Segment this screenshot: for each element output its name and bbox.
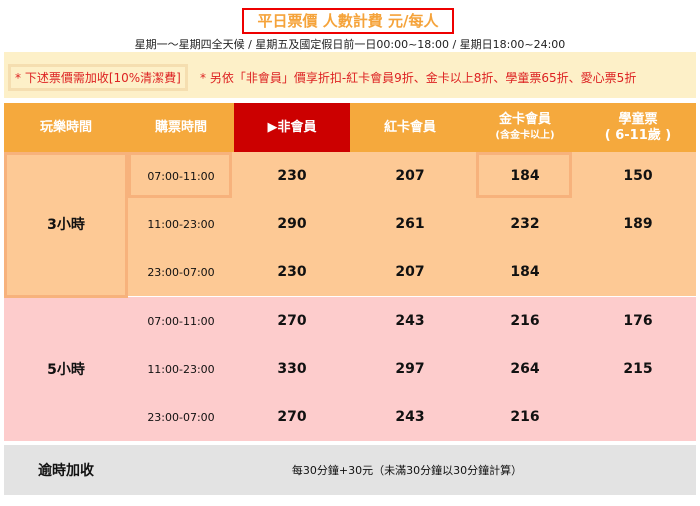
gold-card-label: 金卡會員 [498,111,551,127]
table-row: 11:00-23:00 290 261 232 189 [4,200,696,248]
header-play-time: 玩樂時間 [39,119,92,135]
purchase-time: 11:00-23:00 [147,217,215,231]
student-label: 學童票 [618,111,658,127]
red-card-price: 207 [395,168,425,184]
purchase-time: 11:00-23:00 [147,362,215,376]
non-member-price: 230 [277,168,307,184]
table-row: 07:00-11:00 270 243 216 176 [4,297,696,345]
red-card-price: 243 [395,313,425,329]
red-card-price: 243 [395,409,425,425]
red-card-price: 297 [395,361,425,377]
table-row: 07:00-11:00 230 207 184 150 [4,152,696,200]
non-member-price: 270 [277,313,307,329]
table-row: 23:00-07:00 270 243 216 [4,393,696,441]
non-member-price: 330 [277,361,307,377]
discount-notice: * 另依「非會員」價享折扣-紅卡會員9折、金卡以上8折、學童票65折、愛心票5折 [200,71,637,85]
play-duration: 5小時 [47,362,85,378]
purchase-time: 23:00-07:00 [147,410,215,424]
student-price: 176 [623,313,653,329]
header-purchase-time: 購票時間 [154,119,207,135]
overtime-label: 逾時加收 [38,463,94,479]
student-price [580,393,696,441]
page-title: 平日票價 人數計費 元/每人 [242,8,454,34]
header-red-card: 紅卡會員 [383,119,436,135]
highlight-outline [4,152,128,298]
non-member-price: 290 [277,216,307,232]
overtime-row: 逾時加收 每30分鐘+30元（未滿30分鐘以30分鐘計算） [4,445,696,495]
gold-card-note: (含金卡以上) [495,129,555,141]
non-member-price: 230 [277,264,307,280]
overtime-text: 每30分鐘+30元（未滿30分鐘以30分鐘計算） [291,464,523,477]
red-card-price: 207 [395,264,425,280]
header-gold-card: 金卡會員 (含金卡以上) [470,103,580,152]
table-row: 23:00-07:00 230 207 184 [4,248,696,296]
surcharge-notice: * 下述票價需加收[10%清潔費] [8,64,188,91]
gold-card-price: 184 [510,264,540,280]
notice-bar: * 下述票價需加收[10%清潔費] * 另依「非會員」價享折扣-紅卡會員9折、金… [4,52,696,98]
student-note: ( 6-11歲 ) [604,127,672,143]
gold-card-price: 216 [510,313,540,329]
gold-card-price: 184 [510,168,540,184]
play-duration: 3小時 [47,217,85,233]
header-non-member: ▶非會員 [234,103,350,152]
red-card-price: 261 [395,216,425,232]
student-price: 215 [623,361,653,377]
header-student: 學童票( 6-11歲 ) [580,103,696,152]
table-row: 11:00-23:00 330 297 264 215 [4,345,696,393]
highlight-outline [128,152,232,198]
non-member-price: 270 [277,409,307,425]
schedule-subtitle: 星期一～星期四全天候 / 星期五及國定假日前一日00:00~18:00 / 星期… [134,38,566,51]
table-header: 玩樂時間 購票時間 ▶非會員 紅卡會員 金卡會員 (含金卡以上) 學童票( 6-1… [4,103,696,152]
purchase-time: 07:00-11:00 [147,169,215,183]
gold-card-price: 232 [510,216,540,232]
student-price [580,248,696,296]
student-price: 189 [623,216,653,232]
gold-card-price: 216 [510,409,540,425]
purchase-time: 23:00-07:00 [147,265,215,279]
purchase-time: 07:00-11:00 [147,314,215,328]
student-price: 150 [623,168,653,184]
highlight-outline [476,152,572,198]
gold-card-price: 264 [510,361,540,377]
